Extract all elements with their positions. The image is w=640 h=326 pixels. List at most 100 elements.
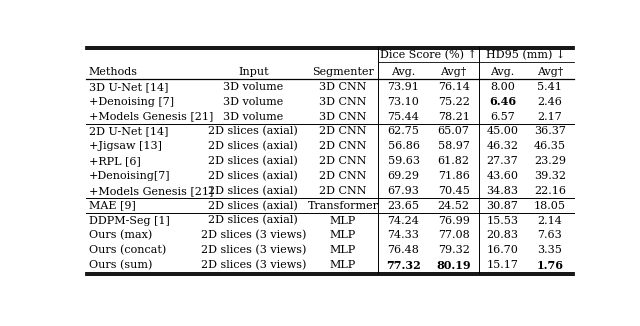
Text: Methods: Methods [89, 67, 138, 77]
Text: 2D slices (3 views): 2D slices (3 views) [200, 245, 306, 256]
Text: MLP: MLP [330, 230, 356, 240]
Text: 7.63: 7.63 [538, 230, 562, 240]
Text: 71.86: 71.86 [438, 171, 470, 181]
Text: 2D CNN: 2D CNN [319, 156, 367, 166]
Text: Dice Score (%) ↑: Dice Score (%) ↑ [380, 50, 477, 60]
Text: 65.07: 65.07 [438, 126, 470, 136]
Text: 39.32: 39.32 [534, 171, 566, 181]
Text: +Denoising [7]: +Denoising [7] [89, 97, 174, 107]
Text: DDPM-Seg [1]: DDPM-Seg [1] [89, 215, 170, 226]
Text: 30.87: 30.87 [486, 201, 518, 211]
Text: 58.97: 58.97 [438, 141, 470, 151]
Text: 2D CNN: 2D CNN [319, 141, 367, 151]
Text: Input: Input [238, 67, 269, 77]
Text: 69.29: 69.29 [388, 171, 420, 181]
Text: MAE [9]: MAE [9] [89, 201, 136, 211]
Text: +Models Genesis [21]: +Models Genesis [21] [89, 186, 213, 196]
Text: +Jigsaw [13]: +Jigsaw [13] [89, 141, 162, 151]
Text: 74.24: 74.24 [388, 215, 419, 226]
Text: +Denoising[7]: +Denoising[7] [89, 171, 170, 181]
Text: 3D U-Net [14]: 3D U-Net [14] [89, 82, 168, 92]
Text: 67.93: 67.93 [388, 186, 419, 196]
Text: Avg†: Avg† [537, 67, 563, 77]
Text: 2D slices (axial): 2D slices (axial) [209, 186, 298, 196]
Text: 77.08: 77.08 [438, 230, 470, 240]
Text: Avg†: Avg† [440, 67, 467, 77]
Text: 27.37: 27.37 [486, 156, 518, 166]
Text: 3.35: 3.35 [538, 245, 562, 255]
Text: 46.32: 46.32 [486, 141, 518, 151]
Text: 2D slices (axial): 2D slices (axial) [209, 215, 298, 226]
Text: MLP: MLP [330, 245, 356, 255]
Text: 2D slices (3 views): 2D slices (3 views) [200, 260, 306, 270]
Text: 2D slices (axial): 2D slices (axial) [209, 126, 298, 137]
Text: 80.19: 80.19 [436, 259, 471, 271]
Text: 73.10: 73.10 [388, 97, 419, 107]
Text: 73.91: 73.91 [388, 82, 419, 92]
Text: 2D slices (axial): 2D slices (axial) [209, 171, 298, 181]
Text: 76.48: 76.48 [388, 245, 419, 255]
Text: 59.63: 59.63 [388, 156, 420, 166]
Text: Transformer: Transformer [307, 201, 378, 211]
Text: 3D volume: 3D volume [223, 97, 284, 107]
Text: 76.14: 76.14 [438, 82, 470, 92]
Text: 1.76: 1.76 [536, 259, 563, 271]
Text: 23.65: 23.65 [388, 201, 420, 211]
Text: 15.53: 15.53 [486, 215, 518, 226]
Text: 2D U-Net [14]: 2D U-Net [14] [89, 126, 168, 136]
Text: 74.33: 74.33 [388, 230, 419, 240]
Text: Ours (max): Ours (max) [89, 230, 152, 241]
Text: 2.17: 2.17 [538, 111, 562, 122]
Text: MLP: MLP [330, 260, 356, 270]
Text: 34.83: 34.83 [486, 186, 518, 196]
Text: 16.70: 16.70 [486, 245, 518, 255]
Text: 24.52: 24.52 [438, 201, 470, 211]
Text: 78.21: 78.21 [438, 111, 470, 122]
Text: 79.32: 79.32 [438, 245, 470, 255]
Text: HD95 (mm) ↓: HD95 (mm) ↓ [486, 50, 566, 60]
Text: 3D CNN: 3D CNN [319, 97, 367, 107]
Text: 6.46: 6.46 [489, 96, 516, 107]
Text: 18.05: 18.05 [534, 201, 566, 211]
Text: Avg.: Avg. [392, 67, 415, 77]
Text: 76.99: 76.99 [438, 215, 470, 226]
Text: 2D slices (axial): 2D slices (axial) [209, 200, 298, 211]
Text: 3D volume: 3D volume [223, 82, 284, 92]
Text: 15.17: 15.17 [486, 260, 518, 270]
Text: 61.82: 61.82 [438, 156, 470, 166]
Text: 62.75: 62.75 [388, 126, 419, 136]
Text: 75.22: 75.22 [438, 97, 470, 107]
Text: 2.14: 2.14 [538, 215, 562, 226]
Text: 23.29: 23.29 [534, 156, 566, 166]
Text: Ours (sum): Ours (sum) [89, 260, 152, 270]
Text: 43.60: 43.60 [486, 171, 518, 181]
Text: 56.86: 56.86 [388, 141, 420, 151]
Text: 22.16: 22.16 [534, 186, 566, 196]
Text: 5.41: 5.41 [538, 82, 562, 92]
Text: 77.32: 77.32 [386, 259, 421, 271]
Text: 70.45: 70.45 [438, 186, 470, 196]
Text: Ours (concat): Ours (concat) [89, 245, 166, 256]
Text: 2D CNN: 2D CNN [319, 126, 367, 136]
Text: 3D volume: 3D volume [223, 111, 284, 122]
Text: 2D slices (axial): 2D slices (axial) [209, 156, 298, 166]
Text: 2D slices (axial): 2D slices (axial) [209, 141, 298, 152]
Text: +RPL [6]: +RPL [6] [89, 156, 141, 166]
Text: +Models Genesis [21]: +Models Genesis [21] [89, 111, 213, 122]
Text: 36.37: 36.37 [534, 126, 566, 136]
Text: 8.00: 8.00 [490, 82, 515, 92]
Text: 75.44: 75.44 [388, 111, 419, 122]
Text: 2D CNN: 2D CNN [319, 186, 367, 196]
Text: MLP: MLP [330, 215, 356, 226]
Text: 45.00: 45.00 [486, 126, 518, 136]
Text: 2D slices (3 views): 2D slices (3 views) [200, 230, 306, 241]
Text: 46.35: 46.35 [534, 141, 566, 151]
Text: Segmenter: Segmenter [312, 67, 374, 77]
Text: Avg.: Avg. [490, 67, 515, 77]
Text: 2.46: 2.46 [538, 97, 562, 107]
Text: 3D CNN: 3D CNN [319, 111, 367, 122]
Text: 2D CNN: 2D CNN [319, 171, 367, 181]
Text: 6.57: 6.57 [490, 111, 515, 122]
Text: 3D CNN: 3D CNN [319, 82, 367, 92]
Text: 20.83: 20.83 [486, 230, 518, 240]
